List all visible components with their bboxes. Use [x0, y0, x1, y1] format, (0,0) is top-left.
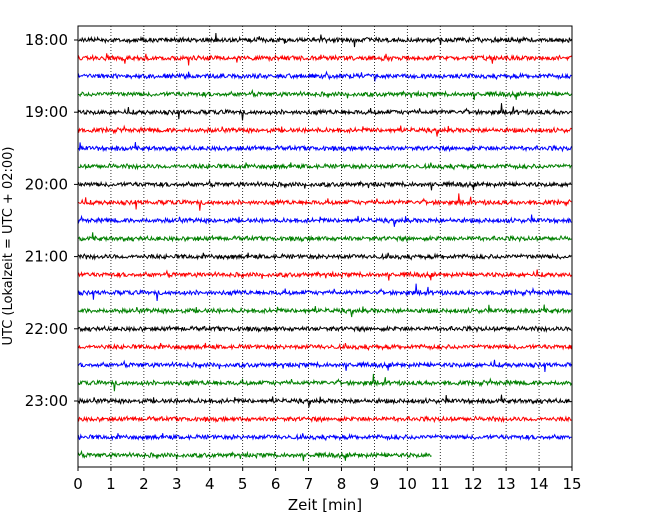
trace-row — [77, 359, 572, 372]
x-tick-label: 15 — [562, 475, 581, 493]
trace-row — [77, 342, 572, 352]
x-tick-label: 5 — [238, 475, 248, 493]
trace-row — [77, 179, 572, 191]
x-tick-label: 1 — [106, 475, 116, 493]
y-axis: 18:00 19:00 20:00 21:00 22:00 23:00 — [25, 31, 78, 410]
x-axis: 0 1 2 3 4 5 6 7 8 9 10 11 12 13 14 15 — [73, 467, 582, 493]
trace-row — [77, 70, 572, 82]
trace-row — [77, 88, 572, 101]
x-tick-label: 13 — [497, 475, 516, 493]
y-tick-label: 20:00 — [25, 175, 68, 193]
trace-row — [77, 373, 572, 392]
x-tick-label: 11 — [431, 475, 450, 493]
trace-row — [77, 124, 572, 137]
x-tick-label: 3 — [172, 475, 182, 493]
y-tick-label: 21:00 — [25, 248, 68, 266]
x-tick-label: 0 — [73, 475, 83, 493]
y-tick-label: 18:00 — [25, 31, 68, 49]
x-axis-label: Zeit [min] — [288, 496, 362, 514]
trace-row — [77, 103, 572, 121]
x-tick-label: 10 — [398, 475, 417, 493]
trace-row — [77, 232, 572, 243]
x-tick-label: 7 — [304, 475, 314, 493]
trace-group — [77, 32, 572, 462]
x-tick-label: 2 — [139, 475, 149, 493]
x-tick-label: 6 — [271, 475, 281, 493]
x-tick-label: 12 — [464, 475, 483, 493]
trace-row — [77, 432, 572, 442]
trace-row — [77, 394, 572, 408]
x-tick-label: 4 — [205, 475, 215, 493]
trace-row — [77, 269, 572, 281]
plot-frame — [77, 25, 573, 468]
x-tick-label: 8 — [337, 475, 347, 493]
trace-row — [77, 214, 572, 227]
trace-row — [77, 304, 572, 318]
trace-row — [77, 283, 572, 301]
y-tick-label: 22:00 — [25, 320, 68, 338]
trace-row — [77, 449, 432, 462]
y-tick-label: 23:00 — [25, 392, 68, 410]
trace-row — [77, 324, 572, 334]
trace-row — [77, 53, 572, 66]
trace-row — [77, 193, 572, 211]
trace-row — [77, 162, 572, 171]
x-tick-label: 14 — [530, 475, 549, 493]
trace-row — [77, 252, 572, 261]
y-tick-label: 19:00 — [25, 103, 68, 121]
trace-row — [77, 32, 572, 48]
trace-row — [77, 415, 572, 424]
y-axis-label: UTC (Lokalzeit = UTC + 02:00) — [1, 147, 16, 346]
trace-row — [77, 141, 572, 153]
x-tick-label: 9 — [370, 475, 380, 493]
